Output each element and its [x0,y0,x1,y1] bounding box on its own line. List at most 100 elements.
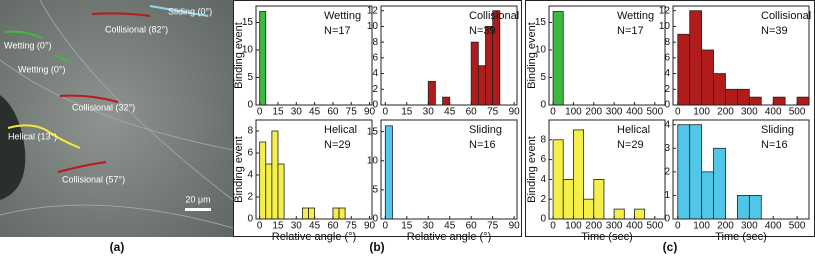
x-tick-label: 75 [487,107,499,118]
x-tick-label: 500 [789,107,806,118]
x-tick-label: 15 [401,107,413,118]
y-tick-label: 1 [664,190,670,201]
bar [713,147,726,220]
x-tick-label: 200 [585,221,602,232]
y-tick-label: 15 [242,17,254,28]
x-tick-label: 45 [444,221,456,232]
y-tick-label: 6 [247,148,253,159]
y-tick-label: 8 [247,126,253,137]
x-tick-label: 45 [309,221,321,232]
bar [634,208,646,220]
bar [701,171,714,220]
x-tick-label: 45 [309,107,321,118]
panel-label: (b) [369,240,384,254]
y-axis-label: Binding event [233,136,245,203]
micrograph-background [0,0,233,237]
y-tick-label: 10 [242,45,254,56]
y-tick-label: 6 [540,154,546,165]
wetting-track [4,30,43,39]
x-tick-label: 15 [401,221,413,232]
y-tick-label: 8 [664,37,670,48]
axes-frame [548,119,666,220]
axes-frame [255,119,373,220]
bar [301,207,309,220]
bar [725,88,738,106]
scale-bar [185,208,211,211]
track-label: Wetting (0°) [18,64,65,74]
axes-frame [672,5,810,106]
y-tick-label: 4 [664,68,670,79]
y-tick-label: 0 [247,100,253,111]
y-tick-label: 8 [540,134,546,145]
bar [338,207,346,220]
x-tick-label: 75 [487,221,499,232]
bar [737,195,750,220]
x-tick-label: 60 [466,107,478,118]
x-tick-label: 30 [291,221,303,232]
y-tick-label: 5 [372,185,378,196]
y-tick-label: 4 [372,68,378,79]
x-tick-label: 400 [765,107,782,118]
y-tick-label: 2 [540,194,546,205]
subplot-annotation: N=39 [469,25,496,37]
y-tick-label: 8 [372,37,378,48]
bar [689,10,703,106]
bar [277,163,285,220]
x-tick-label: 30 [423,107,435,118]
axes-frame [255,5,373,106]
x-tick-label: 300 [606,221,623,232]
subplot-annotation: N=16 [469,139,496,151]
bar [701,49,714,106]
bar [593,178,605,220]
x-tick-label: 100 [565,107,582,118]
subplot-title: Collisional [469,10,519,22]
x-tick-label: 100 [693,221,710,232]
bar [737,88,750,106]
x-tick-label: 500 [646,221,663,232]
bar [259,11,267,106]
x-tick-label: 15 [272,221,284,232]
x-tick-label: 30 [291,107,303,118]
bar [552,139,564,220]
y-tick-label: 4 [540,174,546,185]
y-tick-label: 12 [659,5,671,16]
track-label: Collisional (82°) [105,24,168,34]
bar [573,129,584,220]
subplot-title: Collisional [761,10,811,22]
subplot-title: Sliding [761,124,794,136]
axes-frame [672,119,810,220]
subplot-annotation: N=29 [617,139,644,151]
sliding-track [149,5,209,17]
bar [583,198,595,220]
axes-frame [548,5,666,106]
x-tick-label: 0 [383,107,389,118]
x-tick-label: 200 [717,221,734,232]
bar [427,81,436,106]
x-tick-label: 300 [606,107,623,118]
x-tick-label: 200 [717,107,734,118]
y-tick-label: 3 [664,143,670,154]
y-axis-label: Binding event [526,22,538,89]
x-tick-label: 75 [346,107,358,118]
y-tick-label: 15 [367,126,379,137]
x-tick-label: 0 [675,107,681,118]
track-label: Sliding (0°) [168,6,212,16]
panel-b-frame [233,0,522,237]
x-tick-label: 30 [423,221,435,232]
helical-track [7,124,81,149]
y-tick-label: 0 [664,100,670,111]
track-label: Wetting (0°) [4,40,51,50]
collisional-track [59,94,119,103]
x-tick-label: 45 [444,107,456,118]
y-axis-label: Binding event [526,136,538,203]
collisional-track [91,12,151,17]
wetting-track [54,54,71,63]
fibers [0,0,234,229]
axes-frame [380,5,518,106]
dark-region [0,95,26,200]
bar [271,130,279,220]
panel-label: (a) [110,240,125,254]
y-tick-label: 2 [664,84,670,95]
x-tick-label: 90 [509,221,521,232]
subplot-annotation: N=39 [761,25,788,37]
